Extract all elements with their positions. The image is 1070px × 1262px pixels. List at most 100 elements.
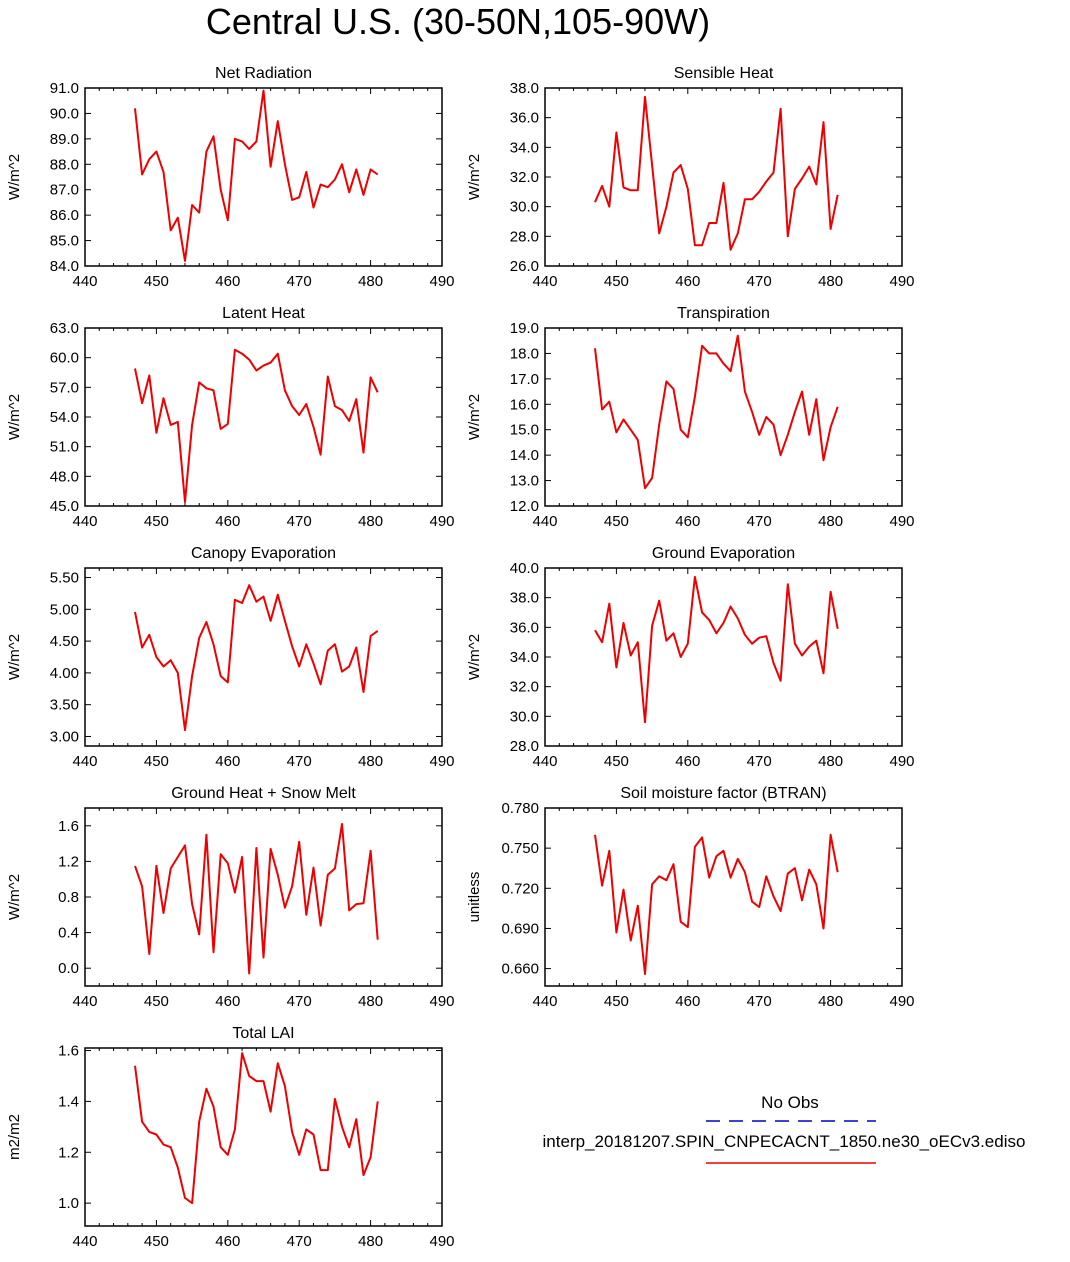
y-tick-label: 84.0 — [50, 258, 79, 275]
x-tick-label: 440 — [72, 993, 97, 1010]
series-line — [134, 1052, 379, 1205]
y-tick-label: 14.0 — [510, 447, 539, 464]
panel-title: Soil moisture factor (BTRAN) — [620, 785, 826, 802]
y-axis-label: W/m^2 — [466, 394, 483, 440]
x-tick-label: 490 — [429, 753, 454, 770]
x-tick-label: 470 — [287, 273, 312, 290]
y-tick-label: 1.2 — [58, 1144, 79, 1161]
plot-frame — [84, 327, 443, 507]
plot-frame — [544, 327, 903, 507]
y-tick-label: 0.4 — [58, 925, 79, 942]
x-tick-label: 470 — [747, 753, 772, 770]
y-tick-label: 15.0 — [510, 422, 539, 439]
y-tick-label: 18.0 — [510, 345, 539, 362]
x-tick-label: 460 — [215, 993, 240, 1010]
x-tick-label: 480 — [818, 513, 843, 530]
x-tick-label: 450 — [144, 273, 169, 290]
y-tick-label: 4.50 — [50, 633, 79, 650]
chart-panel: Canopy Evaporation 440 450 460 470 480 490 3.00… — [6, 545, 455, 770]
y-tick-label: 34.0 — [510, 649, 539, 666]
x-tick-label: 450 — [604, 993, 629, 1010]
x-tick-label: 490 — [889, 513, 914, 530]
x-tick-label: 440 — [532, 993, 557, 1010]
y-tick-label: 34.0 — [510, 139, 539, 156]
x-tick-label: 440 — [532, 513, 557, 530]
x-tick-label: 480 — [358, 993, 383, 1010]
y-tick-label: 26.0 — [510, 258, 539, 275]
y-tick-label: 30.0 — [510, 199, 539, 216]
x-tick-label: 470 — [287, 513, 312, 530]
y-tick-label: 28.0 — [510, 228, 539, 245]
x-tick-label: 450 — [604, 753, 629, 770]
y-tick-label: 1.6 — [58, 818, 79, 835]
y-axis-label: W/m^2 — [6, 874, 23, 920]
panel-title: Canopy Evaporation — [191, 545, 336, 562]
chart-panel: Net Radiation 440 450 460 470 480 490 84.0 85.0 8… — [6, 65, 455, 290]
x-tick-label: 490 — [429, 273, 454, 290]
y-tick-label: 12.0 — [510, 498, 539, 515]
series-line — [594, 575, 839, 724]
y-tick-label: 89.0 — [50, 131, 79, 148]
y-tick-label: 1.4 — [58, 1093, 79, 1110]
x-tick-label: 460 — [215, 273, 240, 290]
plot-frame — [84, 567, 443, 747]
y-tick-label: 88.0 — [50, 156, 79, 173]
x-tick-label: 460 — [215, 1233, 240, 1250]
x-tick-label: 470 — [747, 273, 772, 290]
panel-grid: Net Radiation 440 450 460 470 480 490 84.0 85.0 8… — [6, 65, 915, 1250]
y-tick-label: 0.750 — [501, 840, 539, 857]
x-tick-label: 440 — [72, 1233, 97, 1250]
x-tick-label: 460 — [215, 513, 240, 530]
x-tick-label: 450 — [144, 753, 169, 770]
chart-panel: Sensible Heat 440 450 460 470 480 490 26.0 28.0 3… — [466, 65, 915, 290]
x-tick-label: 440 — [72, 753, 97, 770]
y-tick-label: 45.0 — [50, 498, 79, 515]
panel-title: Net Radiation — [215, 65, 312, 82]
series-line — [134, 348, 379, 503]
x-tick-label: 470 — [747, 513, 772, 530]
x-tick-label: 490 — [429, 993, 454, 1010]
y-tick-label: 32.0 — [510, 169, 539, 186]
plot-frame — [84, 807, 443, 987]
x-tick-label: 450 — [144, 513, 169, 530]
y-tick-label: 0.8 — [58, 889, 79, 906]
panel-title: Sensible Heat — [674, 65, 774, 82]
chart-panel: Latent Heat 440 450 460 470 480 490 45.0 48.0 51.… — [6, 305, 455, 530]
y-tick-label: 3.00 — [50, 728, 79, 745]
x-tick-label: 460 — [215, 753, 240, 770]
plot-frame — [544, 87, 903, 267]
y-tick-label: 3.50 — [50, 697, 79, 714]
y-tick-label: 85.0 — [50, 233, 79, 250]
y-tick-label: 86.0 — [50, 207, 79, 224]
plot-frame — [544, 807, 903, 987]
y-axis-label: W/m^2 — [6, 394, 23, 440]
x-tick-label: 490 — [429, 1233, 454, 1250]
chart-panel: Ground Heat + Snow Melt 440 450 460 470 480 49… — [6, 785, 455, 1010]
y-tick-label: 87.0 — [50, 182, 79, 199]
y-tick-label: 38.0 — [510, 590, 539, 607]
y-tick-label: 38.0 — [510, 80, 539, 97]
plot-frame — [84, 87, 443, 267]
x-tick-label: 480 — [818, 273, 843, 290]
y-tick-label: 40.0 — [510, 560, 539, 577]
x-tick-label: 440 — [532, 753, 557, 770]
y-axis-label: m2/m2 — [6, 1114, 23, 1160]
x-tick-label: 480 — [358, 753, 383, 770]
y-tick-label: 90.0 — [50, 105, 79, 122]
y-tick-label: 5.00 — [50, 601, 79, 618]
y-tick-label: 57.0 — [50, 379, 79, 396]
y-axis-label: W/m^2 — [6, 154, 23, 200]
y-tick-label: 1.0 — [58, 1195, 79, 1212]
y-tick-label: 19.0 — [510, 320, 539, 337]
y-axis-label: W/m^2 — [6, 634, 23, 680]
x-tick-label: 470 — [287, 753, 312, 770]
y-tick-label: 51.0 — [50, 439, 79, 456]
x-tick-label: 460 — [675, 993, 700, 1010]
chart-panel: Transpiration 440 450 460 470 480 490 12.0 13.0 1… — [466, 305, 915, 530]
x-tick-label: 440 — [532, 273, 557, 290]
series-line — [134, 823, 379, 975]
y-tick-label: 91.0 — [50, 80, 79, 97]
panel-title: Latent Heat — [222, 305, 305, 322]
y-tick-label: 0.780 — [501, 800, 539, 817]
x-tick-label: 490 — [889, 273, 914, 290]
